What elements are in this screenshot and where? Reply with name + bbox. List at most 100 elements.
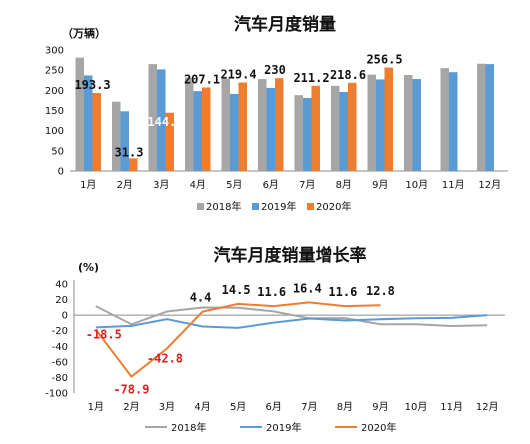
bar (84, 75, 93, 171)
x-tick-label: 11月 (440, 401, 463, 413)
line-chart-title: 汽车月度销量增长率 (214, 245, 367, 266)
x-tick-label: 1月 (88, 401, 104, 413)
x-tick-label: 9月 (372, 401, 388, 413)
y-tick-label: -100 (45, 389, 68, 400)
x-tick-label: 10月 (405, 401, 428, 413)
bar (339, 91, 348, 171)
x-tick-label: 11月 (442, 179, 465, 191)
bar (367, 74, 376, 171)
bar (376, 79, 385, 171)
bar (331, 85, 340, 171)
bar-chart-unit-label: （万辆） (62, 26, 106, 40)
x-tick-label: 8月 (336, 179, 352, 191)
x-tick-label: 6月 (263, 179, 279, 191)
y-tick-label: 20 (55, 295, 68, 306)
legend-swatch (307, 203, 314, 210)
legend-label: 2020年 (361, 421, 396, 434)
data-label: 211.2 (293, 71, 329, 85)
y-tick-label: -80 (52, 373, 68, 384)
line-chart-legend: 2018年 2019年 2020年 (145, 421, 396, 434)
bar (120, 111, 129, 171)
bar (157, 69, 166, 171)
x-tick-label: 1月 (80, 179, 96, 191)
bar (294, 95, 303, 171)
y-tick-label: 150 (45, 106, 64, 117)
bar-chart-legend: 2018年 2019年 2020年 (197, 200, 351, 213)
x-tick-label: 6月 (266, 401, 282, 413)
bar (384, 67, 393, 171)
data-label: 31.3 (115, 145, 144, 159)
x-tick-label: 2月 (117, 179, 133, 191)
series-line (95, 305, 488, 328)
bar-chart-sales: 汽车月度销量 （万辆） 0 50 100 150 200 250 300 1月 2月 3月 4月 5月… (45, 14, 508, 213)
x-tick-label: 12月 (476, 401, 499, 413)
line-chart-plot-area: 40 20 0 -20 -40 -60 -80 -100 1月 2月 3月 4月 5月 6月 7月 8月 9月 1… (45, 280, 505, 413)
bar (185, 77, 194, 171)
x-tick-label: 12月 (478, 179, 501, 191)
bar (449, 72, 458, 171)
y-tick-label: -40 (52, 342, 68, 353)
line-chart-growth: 汽车月度销量增长率 (%) 40 20 0 -20 -40 -60 -80 -100 1月 2月 3… (45, 245, 505, 434)
x-tick-label: 7月 (301, 401, 317, 413)
legend-label: 2018年 (206, 200, 241, 213)
y-tick-label: 40 (55, 280, 68, 291)
x-tick-label: 8月 (337, 401, 353, 413)
bar (193, 91, 202, 171)
data-label: 11.6 (328, 285, 357, 299)
x-tick-label: 2月 (123, 401, 139, 413)
bar (148, 64, 157, 171)
bar (477, 63, 486, 171)
data-label: 256.5 (366, 53, 402, 67)
data-label: 11.6 (257, 285, 286, 299)
data-label: 230 (264, 63, 286, 77)
data-label: -42.8 (147, 351, 183, 365)
bar (266, 87, 275, 171)
line-chart-unit-label: (%) (78, 261, 99, 274)
legend-label: 2018年 (171, 421, 206, 434)
bar (440, 68, 449, 171)
legend-label: 2020年 (316, 200, 351, 213)
bar (275, 78, 284, 171)
legend-swatch (197, 203, 204, 210)
x-tick-label: 4月 (190, 179, 206, 191)
y-tick-label: 100 (45, 126, 64, 137)
bar (92, 93, 101, 171)
y-tick-label: -20 (52, 326, 68, 337)
y-tick-label: 250 (45, 66, 64, 77)
bar (348, 82, 357, 171)
data-label: 218.6 (330, 68, 366, 82)
x-tick-label: 3月 (159, 401, 175, 413)
data-label: 219.4 (220, 68, 256, 82)
data-label: 193.3 (74, 78, 110, 92)
legend-label: 2019年 (261, 200, 296, 213)
data-label: 16.4 (293, 281, 322, 295)
bar-chart-plot-area: 0 50 100 150 200 250 300 1月 2月 3月 4月 5月 6月 7月 8月 9月 10月 1… (45, 46, 508, 191)
x-tick-label: 4月 (194, 401, 210, 413)
bar (230, 93, 239, 171)
bar (112, 101, 121, 171)
x-tick-label: 3月 (153, 179, 169, 191)
data-label: -78.9 (113, 383, 149, 397)
series-line (95, 314, 488, 329)
x-tick-label: 5月 (226, 179, 242, 191)
bar-chart-title: 汽车月度销量 (234, 14, 336, 35)
y-tick-label: 50 (51, 146, 64, 157)
series-line (95, 301, 381, 379)
y-tick-label: 200 (45, 86, 64, 97)
data-label: 144.4 (147, 115, 183, 129)
bar (75, 57, 84, 172)
bar (485, 64, 494, 171)
legend-label: 2019年 (266, 421, 301, 434)
data-label: 14.5 (222, 283, 251, 297)
legend-swatch (252, 203, 259, 210)
bar (404, 75, 413, 171)
bar (202, 87, 211, 171)
data-label: 12.8 (366, 284, 395, 298)
bar (221, 78, 230, 171)
bar (412, 79, 421, 171)
bar (258, 79, 267, 171)
x-tick-label: 5月 (230, 401, 246, 413)
bar (165, 112, 174, 171)
x-tick-label: 9月 (372, 179, 388, 191)
